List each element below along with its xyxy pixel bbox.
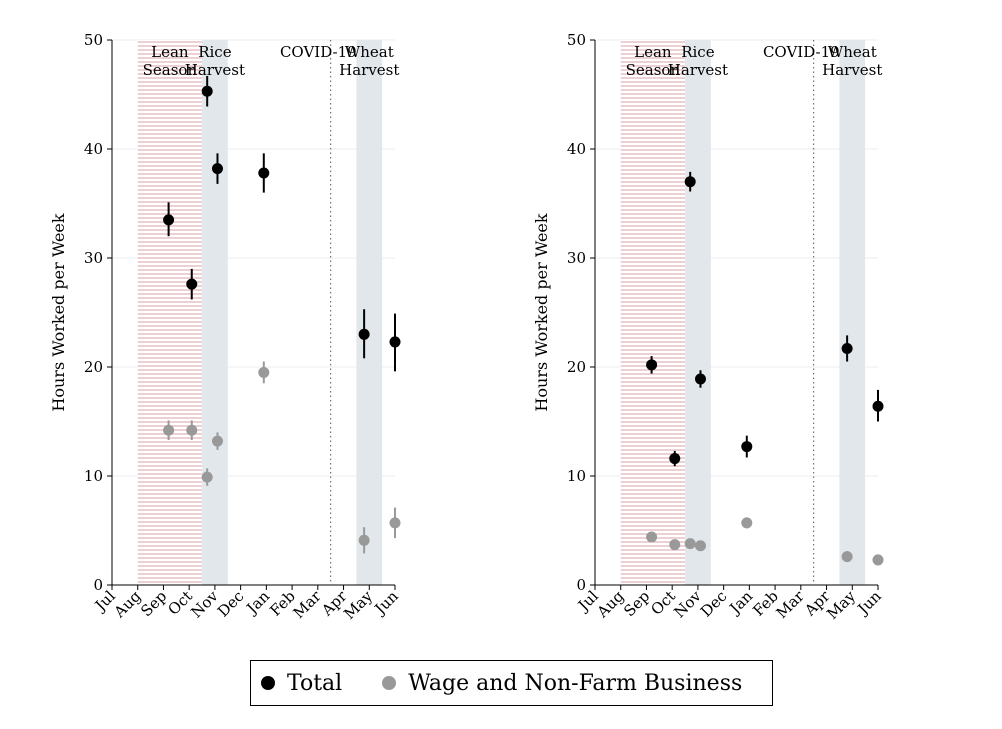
point-total [358,328,370,340]
point-total [741,441,753,453]
harvest-band [685,40,711,585]
point-total [258,167,270,179]
legend-entry-total: Total [261,671,342,696]
wheat-harvest-label: Harvest [822,61,882,79]
point-wage [163,424,175,436]
point-total [201,85,213,97]
y-tick-label: 10 [84,467,103,485]
y-tick-label: 40 [84,140,103,158]
point-total [694,373,706,385]
point-total [389,336,401,348]
point-wage [211,435,223,447]
y-tick-label: 30 [567,249,586,267]
rice-harvest-label: Rice [198,43,231,61]
rice-harvest-label: Harvest [185,61,245,79]
point-wage [669,539,681,551]
y-tick-label: 50 [567,31,586,49]
wheat-harvest-label: Wheat [345,43,394,61]
point-total [646,359,658,371]
y-tick-label: 0 [576,576,586,594]
point-wage [841,551,853,563]
point-wage [201,471,213,483]
point-total [186,278,198,290]
point-total [163,214,175,226]
y-axis-label: Hours Worked per Week [532,213,551,411]
x-tick-label: Jan [725,587,757,619]
y-tick-label: 20 [84,358,103,376]
x-tick-label: Sep [620,587,653,620]
harvest-band [202,40,228,585]
point-wage [258,366,270,378]
point-wage [694,540,706,552]
point-wage [872,554,884,566]
lean-season-band [137,40,203,585]
y-tick-label: 0 [93,576,103,594]
point-wage [358,534,370,546]
wheat-harvest-label: Wheat [828,43,877,61]
legend-label-wage: Wage and Non-Farm Business [408,670,743,696]
x-tick-label: Jun [370,587,402,619]
lean-season-label: Lean [151,43,189,61]
harvest-band [839,40,866,585]
covid-label: COVID-19 [763,43,840,61]
point-wage [741,517,753,529]
wheat-harvest-label: Harvest [339,61,399,79]
y-tick-label: 10 [567,467,586,485]
y-tick-label: 50 [84,31,103,49]
rice-harvest-label: Rice [681,43,714,61]
legend-marker-wage [382,676,397,690]
rice-harvest-label: Harvest [668,61,728,79]
point-total [841,342,853,354]
y-tick-label: 40 [567,140,586,158]
right-panel: 01020304050JulAugSepOctNovDecJanFebMarAp… [532,31,885,623]
point-wage [186,424,198,436]
y-tick-label: 20 [567,358,586,376]
point-total [211,163,223,175]
y-tick-label: 30 [84,249,103,267]
harvest-band [356,40,383,585]
covid-label: COVID-19 [280,43,357,61]
point-total [669,453,681,465]
point-wage [646,531,658,543]
lean-season-label: Lean [634,43,672,61]
x-tick-label: Sep [137,587,170,620]
point-wage [684,538,696,550]
lean-season-band [620,40,686,585]
legend-marker-total [261,676,275,690]
legend-label-total: Total [287,670,343,696]
y-axis-label: Hours Worked per Week [49,213,68,411]
legend-entry-wage: Wage and Non-Farm Business [382,671,742,696]
figure: 01020304050JulAugSepOctNovDecJanFebMarAp… [49,31,885,623]
x-tick-label: Jun [853,587,885,619]
point-wage [389,517,401,529]
lean-season-label: Season [143,61,198,79]
legend: Total Wage and Non-Farm Business [250,660,773,706]
lean-season-label: Season [626,61,681,79]
point-total [684,176,696,188]
left-panel: 01020304050JulAugSepOctNovDecJanFebMarAp… [49,31,402,623]
point-total [872,400,884,412]
x-tick-label: Jan [242,587,274,619]
